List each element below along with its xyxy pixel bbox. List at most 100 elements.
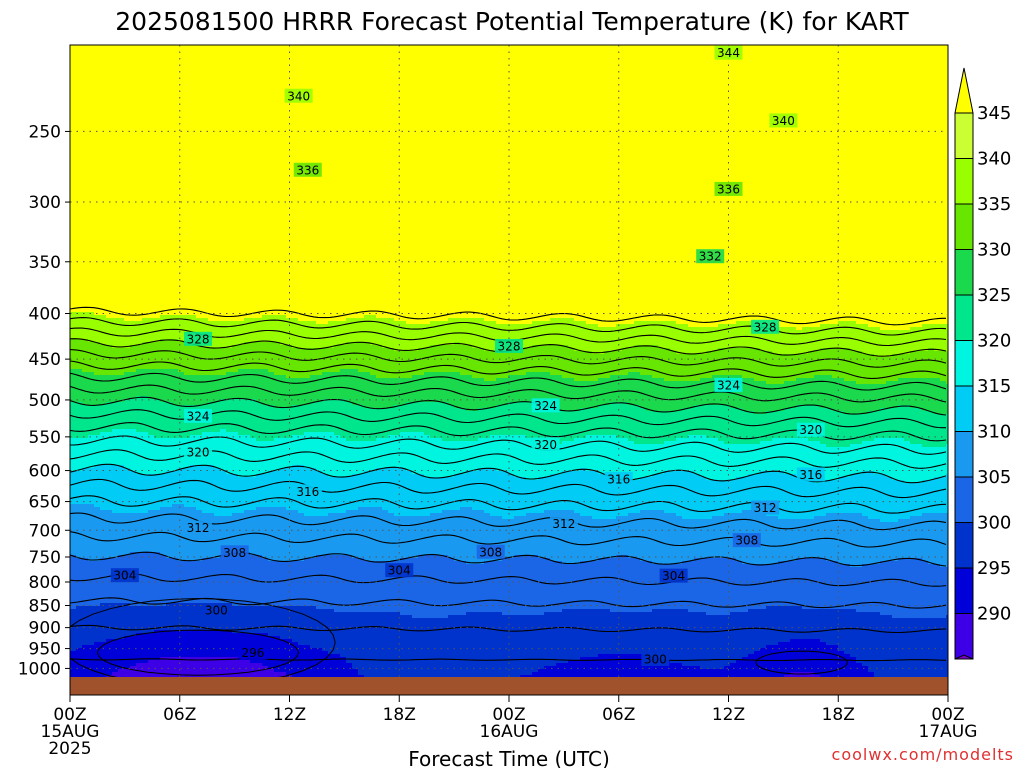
band-cell [832, 60, 839, 64]
band-cell [922, 129, 929, 133]
band-cell [490, 123, 497, 127]
band-cell [316, 114, 323, 118]
band-cell [352, 54, 359, 58]
band-cell [316, 99, 323, 103]
band-cell [388, 81, 395, 85]
band-cell [418, 141, 425, 145]
band-cell [694, 126, 701, 130]
band-cell [826, 144, 833, 148]
band-cell [310, 111, 317, 115]
band-cell [760, 141, 767, 145]
band-cell [556, 54, 563, 58]
band-cell [490, 45, 497, 49]
band-cell [166, 123, 173, 127]
band-cell [934, 54, 941, 58]
band-cell [916, 78, 923, 82]
band-cell [550, 105, 557, 109]
band-cell [586, 132, 593, 136]
band-cell [856, 129, 863, 133]
band-cell [868, 144, 875, 148]
band-cell [556, 138, 563, 142]
band-cell [376, 129, 383, 133]
band-cell [832, 117, 839, 121]
band-cell [346, 144, 353, 148]
band-cell [232, 141, 239, 145]
band-cell [604, 138, 611, 142]
band-cell [244, 129, 251, 133]
band-cell [88, 60, 95, 64]
band-cell [844, 105, 851, 109]
band-cell [250, 96, 257, 100]
band-cell [928, 135, 935, 139]
band-cell [244, 117, 251, 121]
band-cell [622, 66, 629, 70]
band-cell [100, 102, 107, 106]
band-cell [376, 90, 383, 94]
band-cell [466, 93, 473, 97]
band-cell [928, 144, 935, 148]
band-cell [928, 48, 935, 52]
band-cell [604, 99, 611, 103]
band-cell [466, 75, 473, 79]
band-cell [484, 81, 491, 85]
band-cell [160, 45, 167, 49]
band-cell [670, 60, 677, 64]
band-cell [796, 45, 803, 49]
band-cell [898, 72, 905, 76]
band-cell [334, 93, 341, 97]
band-cell [790, 45, 797, 49]
band-cell [604, 126, 611, 130]
band-cell [934, 111, 941, 115]
band-cell [232, 123, 239, 127]
band-cell [82, 117, 89, 121]
band-cell [148, 132, 155, 136]
band-cell [754, 48, 761, 52]
band-cell [208, 117, 215, 121]
band-cell [310, 84, 317, 88]
band-cell [838, 81, 845, 85]
band-cell [184, 144, 191, 148]
band-cell [322, 78, 329, 82]
band-cell [472, 99, 479, 103]
band-cell [670, 132, 677, 136]
band-cell [436, 48, 443, 52]
band-cell [472, 138, 479, 142]
band-cell [316, 132, 323, 136]
band-cell [118, 138, 125, 142]
band-cell [424, 111, 431, 115]
band-cell [394, 72, 401, 76]
band-cell [280, 144, 287, 148]
band-cell [550, 63, 557, 67]
band-cell [136, 99, 143, 103]
band-cell [274, 114, 281, 118]
band-cell [328, 132, 335, 136]
band-cell [658, 138, 665, 142]
band-cell [688, 105, 695, 109]
band-cell [646, 144, 653, 148]
band-cell [436, 63, 443, 67]
band-cell [766, 96, 773, 100]
band-cell [736, 108, 743, 112]
band-cell [106, 60, 113, 64]
band-cell [130, 72, 137, 76]
band-cell [712, 111, 719, 115]
band-cell [292, 138, 299, 142]
band-cell [862, 69, 869, 73]
band-cell [244, 111, 251, 115]
band-cell [316, 135, 323, 139]
band-cell [532, 126, 539, 130]
band-cell [340, 129, 347, 133]
band-cell [376, 105, 383, 109]
band-cell [700, 78, 707, 82]
band-cell [682, 60, 689, 64]
band-cell [922, 144, 929, 148]
band-cell [310, 135, 317, 139]
band-cell [724, 108, 731, 112]
band-cell [874, 78, 881, 82]
band-cell [118, 126, 125, 130]
band-cell [304, 123, 311, 127]
band-cell [406, 69, 413, 73]
band-cell [688, 66, 695, 70]
band-cell [484, 129, 491, 133]
band-cell [196, 60, 203, 64]
